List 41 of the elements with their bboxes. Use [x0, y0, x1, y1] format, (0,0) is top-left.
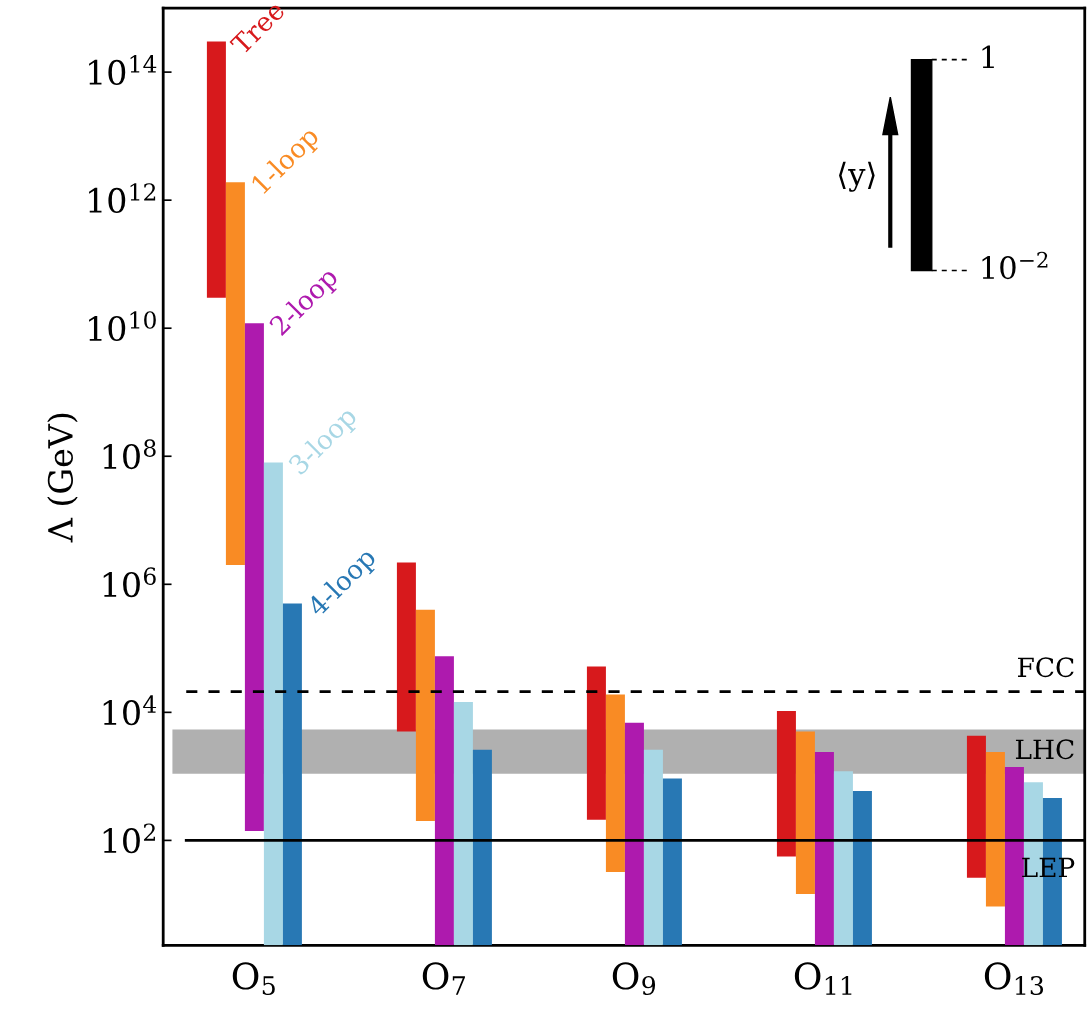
bar	[605, 694, 625, 873]
bar	[225, 182, 245, 566]
band-label: LHC	[1015, 739, 1074, 760]
bar	[263, 462, 283, 946]
y-axis-title: Λ (GeV)	[47, 413, 78, 543]
y-tick-label: 10$^{6}$	[103, 567, 156, 598]
bar	[396, 562, 416, 732]
y-tick-label: 10$^{12}$	[89, 183, 156, 214]
ref-line-label: FCC	[1018, 657, 1074, 678]
x-tick-label: O$_{13}$	[984, 962, 1044, 996]
bar	[795, 731, 815, 895]
bar	[662, 778, 682, 946]
bar	[472, 749, 492, 946]
bar	[776, 710, 796, 857]
bar	[966, 735, 986, 878]
x-tick-label: O$_{5}$	[232, 962, 275, 996]
bar	[244, 323, 264, 832]
x-tick-label: O$_{9}$	[612, 962, 656, 996]
annotation: 1	[982, 45, 994, 69]
bar	[643, 749, 663, 946]
bar	[206, 41, 226, 298]
bar	[852, 791, 872, 946]
y-tick-label: 10$^{4}$	[103, 695, 157, 726]
x-tick-label: O$_{11}$	[794, 962, 852, 995]
bar	[985, 752, 1005, 907]
bar	[814, 752, 834, 946]
bar	[453, 702, 473, 946]
bar	[434, 656, 454, 946]
bar	[624, 722, 644, 946]
y-tick-label: 10$^{14}$	[89, 55, 157, 86]
bar	[833, 771, 853, 946]
bar	[415, 609, 435, 822]
y-tick-label: 10$^{8}$	[103, 439, 156, 470]
y-tick-label: 10$^{10}$	[89, 311, 156, 342]
y-tick-label: 10$^{2}$	[103, 823, 155, 854]
bar	[282, 603, 302, 946]
annotation: ⟨y⟩	[839, 161, 875, 192]
bar	[1004, 767, 1024, 946]
x-tick-label: O$_{7}$	[422, 962, 465, 995]
bar	[586, 666, 606, 820]
annotation: 10$^{−2}$	[982, 251, 1048, 280]
